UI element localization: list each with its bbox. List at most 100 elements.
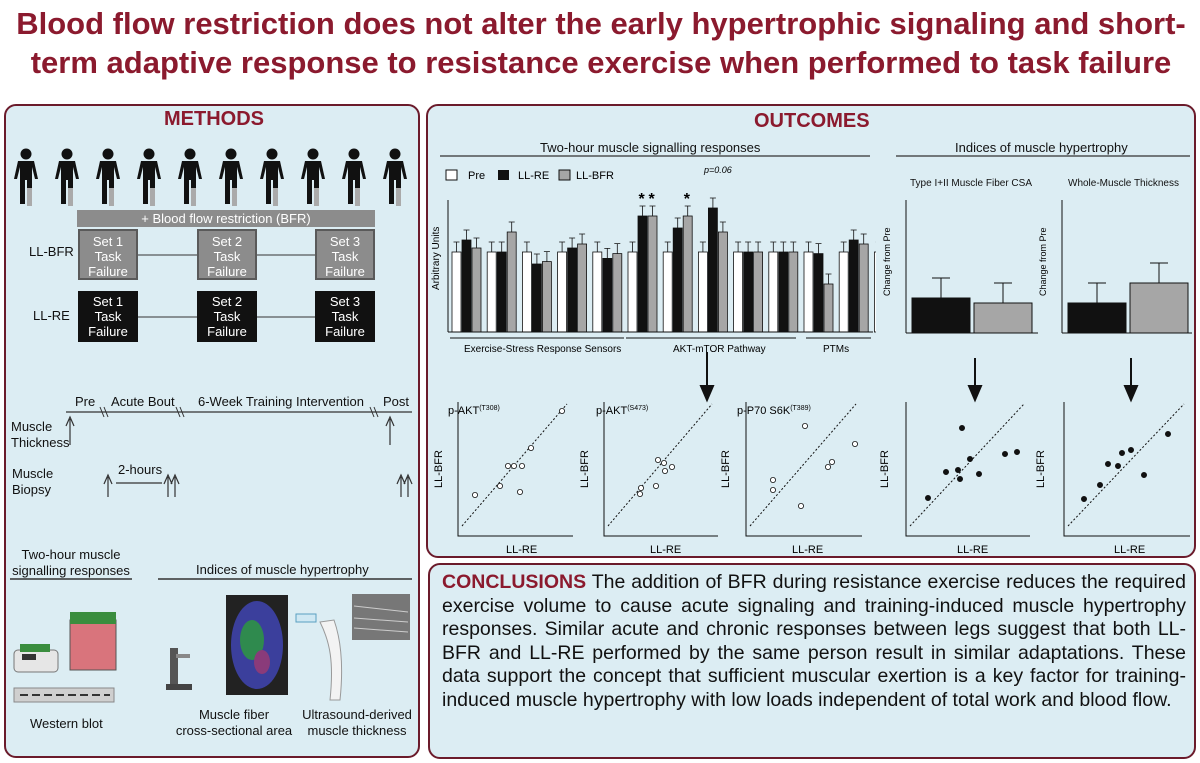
bar-ll-re-3: [567, 247, 578, 333]
bar-ll-re-6: [672, 227, 683, 333]
hypertrophy-bar-1-1: [1129, 282, 1189, 334]
hypertrophy-bar-1-0: [1067, 302, 1127, 334]
hypertrophy-error-1-0: [1088, 282, 1106, 303]
bar-ll-bfr-1: [506, 231, 517, 333]
set-connectors: [138, 254, 316, 318]
scatter-axes-0: [457, 402, 573, 537]
bar-ll-re-0: [461, 239, 472, 333]
error-bar-2-0: [523, 241, 530, 252]
error-bar-4-2: [614, 243, 621, 254]
two-hours-label: 2-hours: [118, 462, 163, 477]
scatter-point-3-5: [967, 456, 974, 463]
scatter-point-3-1: [943, 469, 950, 476]
bfr-set-2: Set 2 Task Failure: [197, 229, 257, 280]
pvalue-annotation: p=0.06: [703, 165, 732, 175]
scatter-4-xlabel: LL-RE: [957, 544, 988, 556]
scatter-point-2-4: [828, 459, 835, 466]
error-bar-7-2: [719, 221, 726, 232]
bar-ll-re-11: [848, 239, 859, 333]
hypertrophy-error-1-1: [1150, 262, 1168, 283]
scatter-2-xlabel: LL-RE: [650, 544, 681, 556]
legend-llre: LL-RE: [518, 170, 549, 182]
scatter-point-4-4: [1119, 450, 1126, 457]
error-bar-4-0: [594, 241, 601, 252]
re-set-1: Set 1 Task Failure: [78, 291, 138, 342]
error-bar-5-2: [649, 205, 656, 216]
scatter-point-2-3: [824, 464, 831, 471]
scatter-axes-4: [1063, 402, 1190, 537]
re-set-2: Set 2 Task Failure: [197, 291, 257, 342]
conclusions-panel: [428, 563, 1196, 759]
error-bar-1-1: [498, 241, 505, 252]
bar-pre-1: [486, 251, 497, 333]
page-title: Blood flow restriction does not alter th…: [16, 6, 1186, 80]
participants-icons: [14, 148, 407, 206]
error-bar-8-1: [745, 241, 752, 252]
scatter-point-4-3: [1115, 463, 1122, 470]
bar-ll-bfr-9: [788, 251, 799, 333]
bar-ll-re-4: [602, 258, 613, 333]
bar-ll-re-10: [813, 253, 824, 333]
error-bar-9-2: [790, 241, 797, 252]
scatter-2-ylabel: LL-BFR: [579, 450, 591, 488]
error-bar-10-0: [805, 241, 812, 252]
csa-title: Type I+II Muscle Fiber CSA: [910, 178, 1032, 189]
scatter-3-title: p-P70 S6K(T389): [737, 405, 811, 417]
bar-ll-re-1: [496, 251, 507, 333]
scatter-point-0-2: [505, 463, 512, 470]
group-label-akt: AKT-mTOR Pathway: [673, 344, 766, 355]
scatter-point-2-5: [801, 422, 808, 429]
identity-line-4: [1067, 403, 1185, 527]
error-bar-7-0: [699, 241, 706, 252]
bar-ll-bfr-11: [858, 243, 869, 333]
error-bar-9-1: [780, 241, 787, 252]
outcome-arrows: [699, 352, 1139, 403]
error-bar-10-1: [815, 243, 822, 254]
scatter-point-4-2: [1105, 461, 1112, 468]
scatter-point-3-3: [957, 476, 964, 483]
conclusions-text: CONCLUSIONS The addition of BFR during r…: [442, 571, 1186, 712]
error-bar-0-0: [453, 241, 460, 252]
error-bar-8-2: [755, 241, 762, 252]
bar-ll-re-8: [743, 251, 754, 333]
group-label-ptms: PTMs: [823, 344, 849, 355]
legend-llbfr: LL-BFR: [576, 170, 614, 182]
chart-ylabel: Arbitrary Units: [431, 227, 442, 290]
csa-ylabel: Change from Pre: [882, 227, 892, 296]
scatter-axes-2: [745, 402, 862, 537]
hypertrophy-bar-0-0: [911, 297, 971, 334]
error-bar-2-1: [533, 253, 540, 264]
scatter-point-1-4: [660, 460, 667, 467]
bar-ll-re-5: [637, 215, 648, 333]
scatter-point-1-6: [668, 464, 675, 471]
bar-ll-bfr-0: [471, 247, 482, 333]
muscle-thickness-label: Muscle Thickness: [11, 419, 70, 450]
scatter-axes-3: [905, 402, 1030, 537]
error-bar-1-2: [508, 221, 515, 232]
hypertrophy-error-0-1: [994, 282, 1012, 303]
bar-pre-8: [733, 251, 744, 333]
scatter-point-0-0: [472, 492, 479, 499]
scatter-point-1-2: [652, 483, 659, 490]
error-bar-1-0: [488, 241, 495, 252]
error-bar-4-1: [604, 248, 611, 259]
error-bar-6-2: [684, 205, 691, 216]
scatter-point-4-6: [1141, 472, 1148, 479]
muscle-biopsy-label: Muscle Biopsy: [12, 466, 54, 497]
bar-ll-bfr-8: [753, 251, 764, 333]
scatter-point-0-4: [519, 463, 526, 470]
scatter-point-3-0: [924, 495, 931, 502]
hypertrophy-bar-charts: Change from Pre Change from Pre: [882, 200, 1192, 334]
scatter-point-3-7: [1002, 451, 1009, 458]
hypertrophy-heading: Indices of muscle hypertrophy: [196, 562, 369, 577]
outcomes-heading: OUTCOMES: [754, 110, 870, 132]
error-bar-8-0: [735, 241, 742, 252]
signalling-title: Two-hour muscle signalling responses: [540, 140, 761, 155]
bar-ll-bfr-10: [823, 283, 834, 333]
bfr-set-1: Set 1 Task Failure: [78, 229, 138, 280]
bar-pre-11: [838, 251, 849, 333]
scatter-1-xlabel: LL-RE: [506, 544, 537, 556]
scatter-point-4-0: [1081, 496, 1088, 503]
error-bar-3-2: [579, 233, 586, 244]
scatter-point-0-3: [511, 463, 518, 470]
